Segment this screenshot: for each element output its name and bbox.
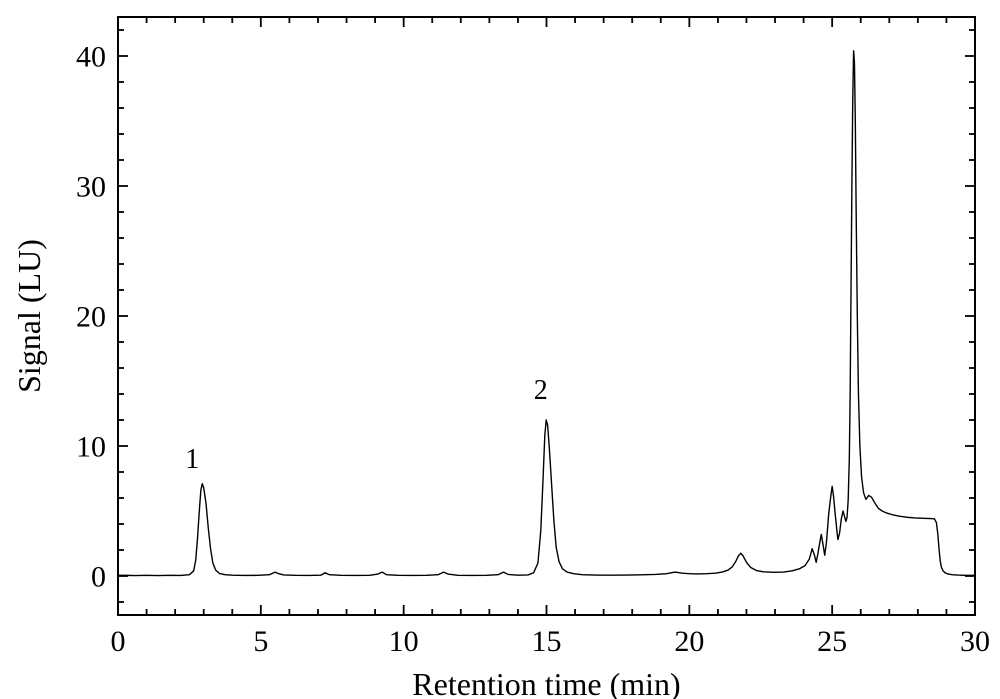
y-tick-label: 10 <box>76 431 106 464</box>
x-tick-label: 15 <box>532 625 562 658</box>
y-tick-label: 0 <box>91 561 106 594</box>
x-axis-label: Retention time (min) <box>412 666 680 699</box>
y-axis-label: Signal (LU) <box>11 239 47 393</box>
y-tick-label: 40 <box>76 41 106 74</box>
y-tick-label: 20 <box>76 301 106 334</box>
x-tick-label: 30 <box>960 625 990 658</box>
x-tick-label: 20 <box>674 625 704 658</box>
x-tick-label: 10 <box>389 625 419 658</box>
x-tick-label: 25 <box>817 625 847 658</box>
plot-border <box>118 17 975 615</box>
peak-label: 2 <box>534 375 548 406</box>
chromatogram-trace <box>118 51 975 576</box>
y-tick-label: 30 <box>76 171 106 204</box>
peak-label: 1 <box>185 444 199 475</box>
x-tick-label: 0 <box>111 625 126 658</box>
chromatogram-chart: 0 5 10 15 20 25 30 0 10 20 30 40 Retention time (min… <box>0 0 1000 699</box>
x-tick-label: 5 <box>253 625 268 658</box>
